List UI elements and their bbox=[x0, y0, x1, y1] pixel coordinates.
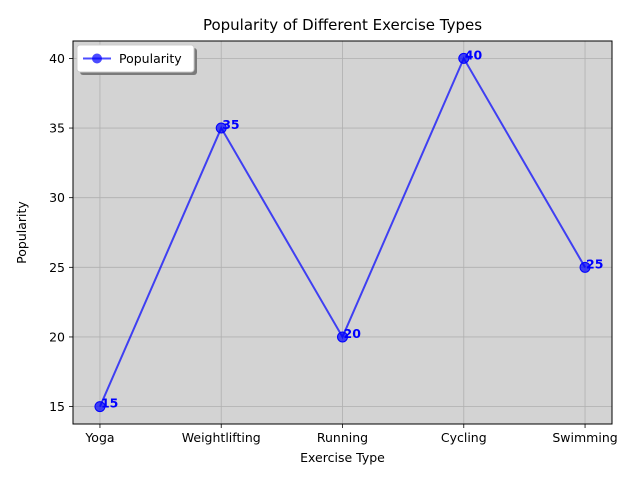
data-label: 35 bbox=[222, 117, 239, 132]
x-axis-label: Exercise Type bbox=[300, 450, 385, 465]
legend-box bbox=[76, 44, 195, 73]
chart-title: Popularity of Different Exercise Types bbox=[203, 16, 482, 34]
y-tick-label: 30 bbox=[49, 190, 65, 205]
data-point bbox=[215, 122, 227, 134]
legend: Popularity bbox=[76, 44, 197, 75]
grid-lines bbox=[73, 41, 612, 424]
x-tick-label: Yoga bbox=[84, 430, 114, 445]
data-point bbox=[337, 331, 348, 343]
x-tick-label: Weightlifting bbox=[182, 430, 261, 445]
data-label-layer: 15 35 20 40 25 bbox=[101, 47, 604, 410]
x-tick-label: Swimming bbox=[552, 430, 617, 445]
legend-entry-popularity: Popularity bbox=[119, 51, 182, 66]
y-tick-label: 20 bbox=[49, 329, 65, 344]
legend-marker bbox=[92, 53, 102, 64]
series-layer bbox=[94, 52, 591, 413]
y-axis-label: Popularity bbox=[14, 201, 29, 264]
x-axis-ticks: Yoga Weightlifting Running Cycling Swimming bbox=[84, 424, 618, 445]
x-tick-label: Cycling bbox=[441, 430, 487, 445]
y-tick-label: 15 bbox=[49, 399, 65, 414]
y-axis-ticks: 15 20 25 30 35 40 bbox=[49, 51, 73, 414]
data-label: 20 bbox=[344, 326, 362, 341]
data-label: 25 bbox=[586, 256, 603, 271]
x-tick-label: Running bbox=[317, 430, 368, 445]
data-point bbox=[579, 261, 591, 273]
data-point bbox=[94, 401, 106, 413]
data-point bbox=[458, 52, 470, 64]
y-tick-label: 40 bbox=[49, 51, 65, 66]
y-tick-label: 25 bbox=[49, 260, 65, 275]
data-label: 15 bbox=[101, 396, 118, 411]
data-label: 40 bbox=[465, 47, 483, 62]
y-tick-label: 35 bbox=[49, 121, 65, 136]
